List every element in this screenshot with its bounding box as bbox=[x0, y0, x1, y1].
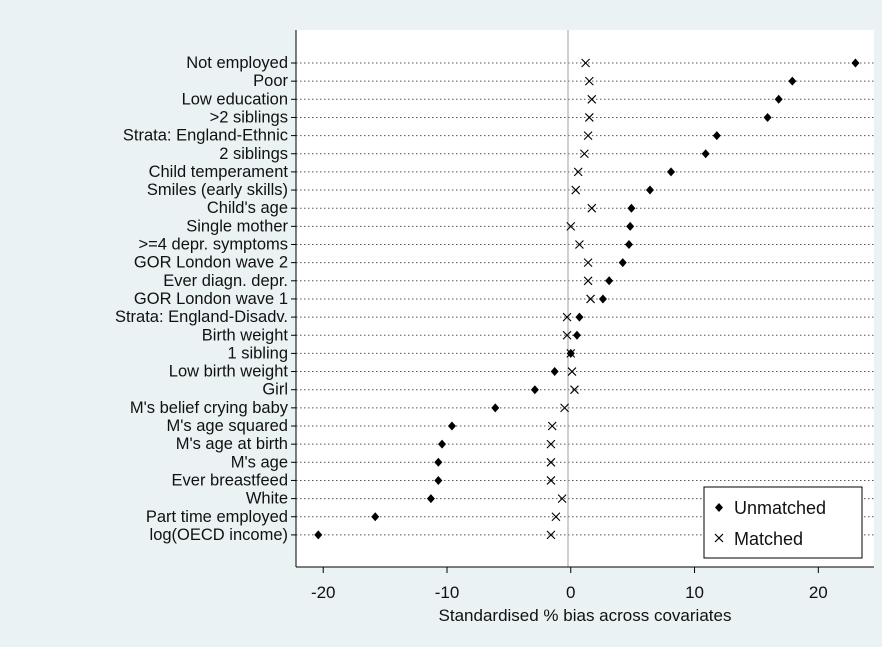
y-tick-label: Girl bbox=[262, 381, 288, 399]
y-tick-label: M's age at birth bbox=[176, 435, 288, 453]
x-tick-label: -20 bbox=[311, 583, 336, 602]
matched-point bbox=[560, 403, 569, 413]
unmatched-point bbox=[530, 385, 539, 395]
matched-point bbox=[573, 167, 583, 177]
unmatched-point bbox=[851, 58, 860, 68]
legend-box bbox=[703, 486, 863, 559]
unmatched-point bbox=[624, 240, 633, 249]
matched-point bbox=[562, 312, 572, 322]
matched-point bbox=[575, 240, 584, 249]
unmatched-point bbox=[788, 76, 797, 86]
unmatched-point bbox=[426, 494, 435, 504]
y-tick-label: Child's age bbox=[207, 199, 288, 217]
y-tick-label: >=4 depr. symptoms bbox=[139, 236, 289, 254]
matched-point bbox=[587, 203, 597, 213]
legend-unmatched-label: Unmatched bbox=[734, 498, 826, 518]
unmatched-point bbox=[712, 131, 721, 141]
y-tick-label: Ever breastfeed bbox=[172, 471, 288, 489]
unmatched-point bbox=[434, 457, 443, 467]
unmatched-point bbox=[667, 167, 676, 177]
x-axis-ticks: -20 -10 0 10 20 bbox=[311, 567, 828, 602]
unmatched-point bbox=[605, 276, 614, 286]
row-gridlines bbox=[291, 62, 874, 536]
matched-point bbox=[566, 349, 576, 358]
y-tick-label: Low education bbox=[182, 90, 288, 108]
unmatched-point bbox=[627, 203, 636, 213]
unmatched-point bbox=[701, 149, 710, 159]
unmatched-point bbox=[447, 421, 456, 431]
x-tick-label: -10 bbox=[435, 583, 460, 602]
unmatched-point bbox=[774, 94, 783, 104]
x-tick-label: 0 bbox=[566, 583, 575, 602]
matched-point bbox=[566, 221, 576, 231]
unmatched-point bbox=[491, 403, 500, 413]
y-tick-label: M's age squared bbox=[167, 417, 288, 435]
unmatched-point bbox=[550, 367, 559, 377]
y-tick-label: Not employed bbox=[186, 54, 288, 72]
matched-point bbox=[557, 494, 567, 503]
matched-point bbox=[562, 330, 572, 340]
y-tick-label: Single mother bbox=[186, 217, 288, 235]
y-tick-label: M's age bbox=[231, 453, 288, 471]
matched-point bbox=[571, 185, 581, 195]
y-tick-label: M's belief crying baby bbox=[130, 399, 289, 417]
unmatched-point bbox=[763, 112, 772, 122]
y-tick-label: Ever diagn. depr. bbox=[163, 272, 288, 290]
matched-point bbox=[584, 76, 594, 86]
matched-point bbox=[587, 94, 597, 104]
matched-point bbox=[583, 131, 593, 140]
x-axis-label: Standardised % bias across covariates bbox=[439, 606, 732, 625]
legend-matched-label: Matched bbox=[734, 529, 803, 549]
y-tick-label: 2 siblings bbox=[219, 145, 288, 163]
matched-point bbox=[584, 113, 594, 122]
y-tick-label: GOR London wave 2 bbox=[134, 254, 288, 272]
unmatched-point bbox=[314, 530, 323, 540]
unmatched-point bbox=[434, 475, 443, 485]
matched-point bbox=[586, 294, 595, 304]
matched-point bbox=[546, 476, 556, 485]
y-tick-label: >2 siblings bbox=[210, 108, 288, 126]
unmatched-point bbox=[572, 330, 581, 340]
y-tick-label: Smiles (early skills) bbox=[147, 181, 288, 199]
y-tick-label: Strata: England-Ethnic bbox=[123, 127, 288, 145]
unmatched-point bbox=[618, 258, 627, 268]
unmatched-point bbox=[438, 439, 447, 449]
y-tick-label: Low birth weight bbox=[169, 363, 289, 381]
y-tick-label: 1 sibling bbox=[227, 344, 288, 362]
y-tick-label: Strata: England-Disadv. bbox=[115, 308, 288, 326]
unmatched-point bbox=[575, 312, 584, 322]
unmatched-point bbox=[645, 185, 654, 195]
matched-point bbox=[551, 512, 561, 522]
x-tick-label: 20 bbox=[809, 583, 828, 602]
legend-matched-marker bbox=[714, 533, 724, 543]
y-tick-label: Part time employed bbox=[146, 508, 288, 526]
y-tick-label: Child temperament bbox=[149, 163, 289, 181]
y-tick-label: GOR London wave 1 bbox=[134, 290, 288, 308]
matched-point bbox=[581, 58, 591, 68]
y-tick-label: White bbox=[246, 490, 288, 508]
matched-point bbox=[567, 367, 577, 376]
matched-point bbox=[579, 149, 589, 159]
matched-point bbox=[546, 457, 556, 467]
matched-point bbox=[583, 276, 593, 286]
matched-point bbox=[547, 421, 557, 431]
unmatched-point bbox=[626, 221, 635, 231]
matched-point bbox=[583, 258, 593, 268]
matched-point bbox=[546, 439, 556, 449]
unmatched-point bbox=[371, 512, 380, 522]
matched-point bbox=[570, 385, 579, 395]
y-tick-label: Birth weight bbox=[202, 326, 289, 344]
x-tick-label: 10 bbox=[685, 583, 704, 602]
y-tick-label: log(OECD income) bbox=[150, 526, 288, 544]
data-markers bbox=[314, 58, 860, 540]
unmatched-point bbox=[598, 294, 607, 304]
y-tick-label: Poor bbox=[253, 72, 288, 90]
legend-unmatched-marker bbox=[715, 503, 723, 512]
matched-point bbox=[546, 530, 556, 540]
legend: Unmatched Matched bbox=[703, 486, 863, 559]
